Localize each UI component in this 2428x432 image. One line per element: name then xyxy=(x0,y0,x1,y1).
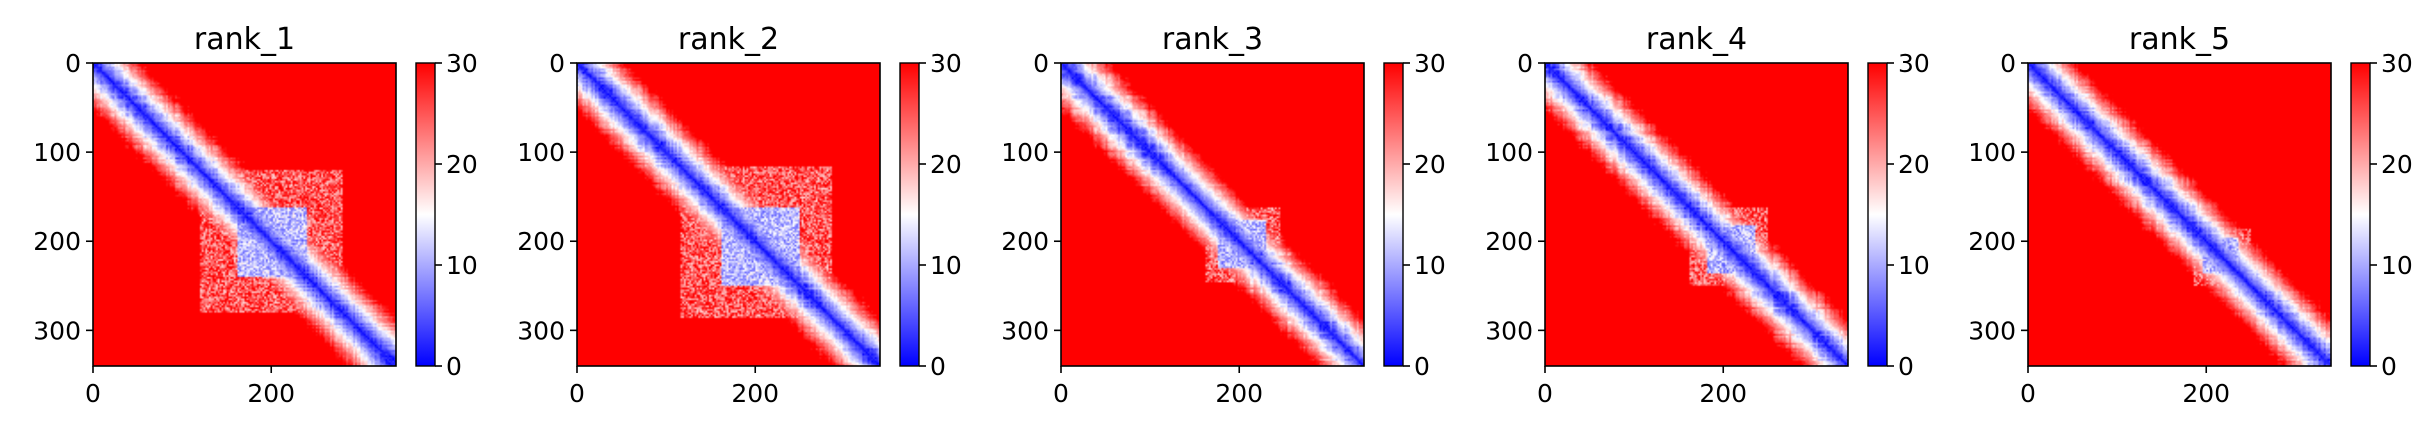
colorbar-tick-label: 10 xyxy=(446,251,478,280)
y-tick-label: 0 xyxy=(549,49,565,78)
y-tick-label: 200 xyxy=(1968,227,2016,256)
y-tick-label: 100 xyxy=(517,138,565,167)
heatmap-image xyxy=(1545,63,1848,366)
y-tick-label: 200 xyxy=(1485,227,1533,256)
plot-frame xyxy=(1060,62,1365,367)
panel-rank_5: rank_5 0 100 200 300 0 200 0 10 20 30 xyxy=(1968,22,2413,408)
colorbar-tick-label: 10 xyxy=(2381,251,2413,280)
colorbar-tick-label: 20 xyxy=(2381,150,2413,179)
colorbar-tick-label: 0 xyxy=(2381,352,2397,381)
colorbar-tick-label: 20 xyxy=(446,150,478,179)
heatmap-image xyxy=(577,63,880,366)
panel-title: rank_1 xyxy=(194,22,295,57)
x-tick-label: 200 xyxy=(247,379,295,408)
plot-frame xyxy=(2027,62,2332,367)
colorbar-tick-label: 0 xyxy=(446,352,462,381)
colorbar-tick-label: 20 xyxy=(1414,150,1446,179)
colorbar xyxy=(899,62,920,367)
plot-frame xyxy=(1544,62,1849,367)
x-tick-label: 200 xyxy=(1215,379,1263,408)
x-tick-label: 0 xyxy=(2020,379,2036,408)
colorbar-tick-label: 30 xyxy=(446,49,478,78)
x-tick-label: 200 xyxy=(731,379,779,408)
colorbar-tick-label: 20 xyxy=(930,150,962,179)
colorbar-tick-label: 0 xyxy=(930,352,946,381)
plot-frame xyxy=(92,62,397,367)
y-tick-label: 0 xyxy=(2000,49,2016,78)
colorbar-tick-label: 0 xyxy=(1414,352,1430,381)
x-tick-label: 0 xyxy=(569,379,585,408)
y-tick-label: 200 xyxy=(33,227,81,256)
y-tick-label: 200 xyxy=(517,227,565,256)
colorbar-tick-label: 30 xyxy=(930,49,962,78)
panel-rank_4: rank_4 0 100 200 300 0 200 0 10 20 30 xyxy=(1485,22,1930,408)
panel-rank_2: rank_2 0 100 200 300 0 200 0 10 20 30 xyxy=(517,22,962,408)
y-tick-label: 0 xyxy=(65,49,81,78)
panel-title: rank_5 xyxy=(2129,22,2230,57)
y-tick-label: 100 xyxy=(1968,138,2016,167)
colorbar xyxy=(1383,62,1404,367)
y-tick-label: 300 xyxy=(1001,316,1049,345)
colorbar-tick-label: 10 xyxy=(1898,251,1930,280)
colorbar-tick-label: 30 xyxy=(2381,49,2413,78)
x-tick-label: 0 xyxy=(85,379,101,408)
y-tick-label: 300 xyxy=(33,316,81,345)
colorbar xyxy=(415,62,436,367)
y-tick-label: 100 xyxy=(1485,138,1533,167)
x-tick-label: 0 xyxy=(1053,379,1069,408)
heatmap-image xyxy=(93,63,396,366)
panel-rank_3: rank_3 0 100 200 300 0 200 0 10 20 30 xyxy=(1001,22,1446,408)
y-tick-label: 0 xyxy=(1517,49,1533,78)
colorbar-tick-label: 0 xyxy=(1898,352,1914,381)
colorbar-tick-label: 20 xyxy=(1898,150,1930,179)
colorbar-tick-label: 30 xyxy=(1898,49,1930,78)
panel-title: rank_3 xyxy=(1162,22,1263,57)
panel-title: rank_4 xyxy=(1646,22,1747,57)
x-tick-label: 200 xyxy=(2182,379,2230,408)
y-tick-label: 0 xyxy=(1033,49,1049,78)
y-tick-label: 200 xyxy=(1001,227,1049,256)
y-tick-label: 300 xyxy=(517,316,565,345)
panel-title: rank_2 xyxy=(678,22,779,57)
y-tick-label: 300 xyxy=(1485,316,1533,345)
x-tick-label: 0 xyxy=(1537,379,1553,408)
colorbar-tick-label: 10 xyxy=(930,251,962,280)
colorbar xyxy=(1867,62,1888,367)
colorbar-tick-label: 10 xyxy=(1414,251,1446,280)
colorbar-tick-label: 30 xyxy=(1414,49,1446,78)
colorbar xyxy=(2350,62,2371,367)
plot-frame xyxy=(576,62,881,367)
heatmap-image xyxy=(1061,63,1364,366)
y-tick-label: 300 xyxy=(1968,316,2016,345)
y-tick-label: 100 xyxy=(33,138,81,167)
x-tick-label: 200 xyxy=(1699,379,1747,408)
panel-rank_1: rank_1 0 100 200 300 0 200 0 10 20 30 xyxy=(33,22,478,408)
heatmap-image xyxy=(2028,63,2331,366)
y-tick-label: 100 xyxy=(1001,138,1049,167)
